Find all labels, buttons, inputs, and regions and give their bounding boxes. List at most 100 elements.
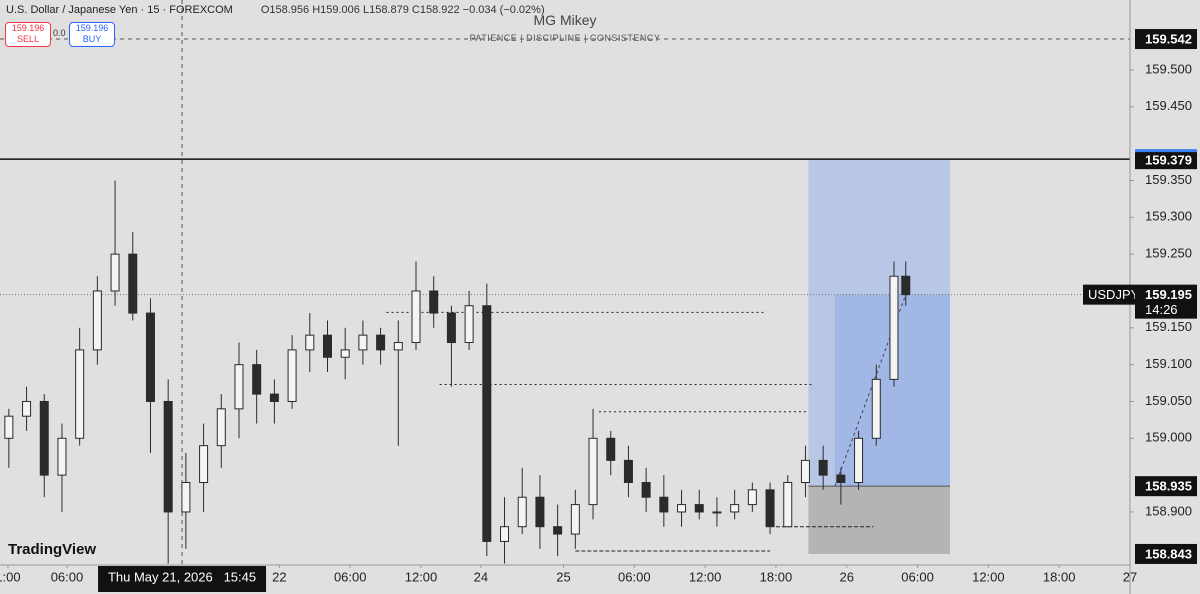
candle-body	[446, 312, 456, 344]
candle-body	[712, 511, 722, 514]
candle-body	[641, 481, 651, 498]
candle-body	[659, 496, 669, 513]
x-tick-label: 25	[556, 569, 570, 584]
x-tick-label: 12:00	[972, 569, 1005, 584]
hline-price-bg	[1135, 152, 1197, 170]
y-tick-label: 158.900	[1145, 503, 1192, 518]
x-tick-label: 06:00	[618, 569, 651, 584]
candle-body	[22, 400, 32, 417]
candle-body	[747, 489, 757, 506]
y-tick-label: 159.300	[1145, 209, 1192, 224]
candle-body	[75, 349, 85, 439]
candle-body	[854, 437, 864, 483]
candle-body	[606, 437, 616, 461]
y-tick-label: 159.150	[1145, 319, 1192, 334]
candle-body	[4, 415, 14, 439]
candle-body	[535, 496, 545, 528]
candle-body	[836, 474, 846, 483]
watermark-subtitle: PATIENCE | DISCIPLINE | CONSISTENCY	[469, 33, 661, 43]
candle-body	[677, 504, 687, 513]
candle-body	[92, 290, 102, 351]
candle-body	[340, 349, 350, 358]
symbol-tag: USDJPY	[1088, 287, 1140, 302]
candle-body	[871, 378, 881, 439]
candle-body	[358, 334, 368, 351]
candle-body	[570, 504, 580, 535]
candle-body	[800, 459, 810, 483]
x-tick-label: 06:00	[334, 569, 367, 584]
stop-price-bg	[1135, 543, 1197, 564]
candle-body	[588, 437, 598, 506]
y-tick-label: 159.100	[1145, 356, 1192, 371]
candle-body	[553, 526, 563, 535]
candle-body	[482, 305, 492, 542]
x-tick-label: 06:00	[901, 569, 934, 584]
candle-body	[181, 481, 191, 513]
x-tick-label: 12:00	[689, 569, 722, 584]
x-tick-label: 27	[1123, 569, 1137, 584]
candle-body	[145, 312, 155, 402]
crosshair-time: Thu May 21, 2026 15:45	[108, 569, 256, 584]
buy-label: BUY	[82, 34, 102, 44]
candle-body	[500, 526, 510, 542]
candle-body	[464, 305, 474, 344]
spread: 0.0	[53, 28, 66, 38]
buy-price: 159.196	[75, 23, 109, 33]
candle-body	[163, 400, 173, 513]
header: U.S. Dollar / Japanese Yen · 15 · FOREXC…	[6, 4, 545, 16]
stop-zone	[808, 486, 951, 554]
countdown: 14:26	[1145, 302, 1178, 317]
ohlc: O158.956 H159.006 L158.879 C158.922 −0.0…	[260, 4, 545, 16]
candle-body	[730, 504, 740, 513]
sell-button[interactable]: 159.196 SELL	[5, 22, 51, 47]
sell-price: 159.196	[11, 23, 45, 33]
entry-price: 158.935	[1145, 479, 1192, 494]
stop-price: 158.843	[1145, 546, 1192, 561]
candle-body	[39, 400, 49, 476]
candle-body	[889, 275, 899, 380]
symbol-tag-bg	[1083, 284, 1135, 305]
y-tick-label: 159.500	[1145, 61, 1192, 76]
candle-body	[393, 342, 403, 351]
y-tick-label: 159.450	[1145, 98, 1192, 113]
candle-body	[234, 364, 244, 410]
candle-body	[269, 393, 279, 402]
y-tick-label: 159.350	[1145, 172, 1192, 187]
candle-body	[376, 334, 386, 351]
candle-body	[765, 489, 775, 528]
x-tick-label: 18:00	[1043, 569, 1076, 584]
x-tick-label: 22	[272, 569, 286, 584]
x-tick-label: 1:00	[0, 569, 21, 584]
candle-body	[216, 408, 226, 447]
buy-button[interactable]: 159.196 BUY	[69, 22, 115, 47]
sell-label: SELL	[16, 34, 40, 44]
brand-logo: TradingView	[8, 541, 97, 558]
candle-body	[623, 459, 633, 483]
candle-body	[128, 253, 138, 314]
candle-body	[252, 364, 262, 395]
candle-body	[411, 290, 421, 344]
last-price: 159.195	[1145, 287, 1192, 302]
candle-body	[110, 253, 120, 292]
x-tick-label: 18:00	[760, 569, 793, 584]
hline-price: 159.379	[1145, 153, 1192, 168]
watermark: MG Mikey	[533, 12, 597, 28]
entry-price-bg	[1135, 476, 1197, 497]
last-price-bg	[1135, 284, 1197, 319]
candle-body	[694, 504, 704, 513]
candle-body	[429, 290, 439, 314]
x-tick-label: 24	[474, 569, 488, 584]
y-tick-label: 159.250	[1145, 246, 1192, 261]
crosshair-time-bg	[98, 566, 267, 592]
candle-body	[322, 334, 332, 358]
y-tick-label: 159.050	[1145, 393, 1192, 408]
candle-body	[57, 437, 67, 476]
x-tick-label: 26	[840, 569, 854, 584]
candle-body	[901, 275, 911, 296]
crosshair-price-bg	[1135, 29, 1197, 50]
candle-body	[199, 445, 209, 483]
candle-body	[517, 496, 527, 528]
candle-body	[818, 459, 828, 476]
